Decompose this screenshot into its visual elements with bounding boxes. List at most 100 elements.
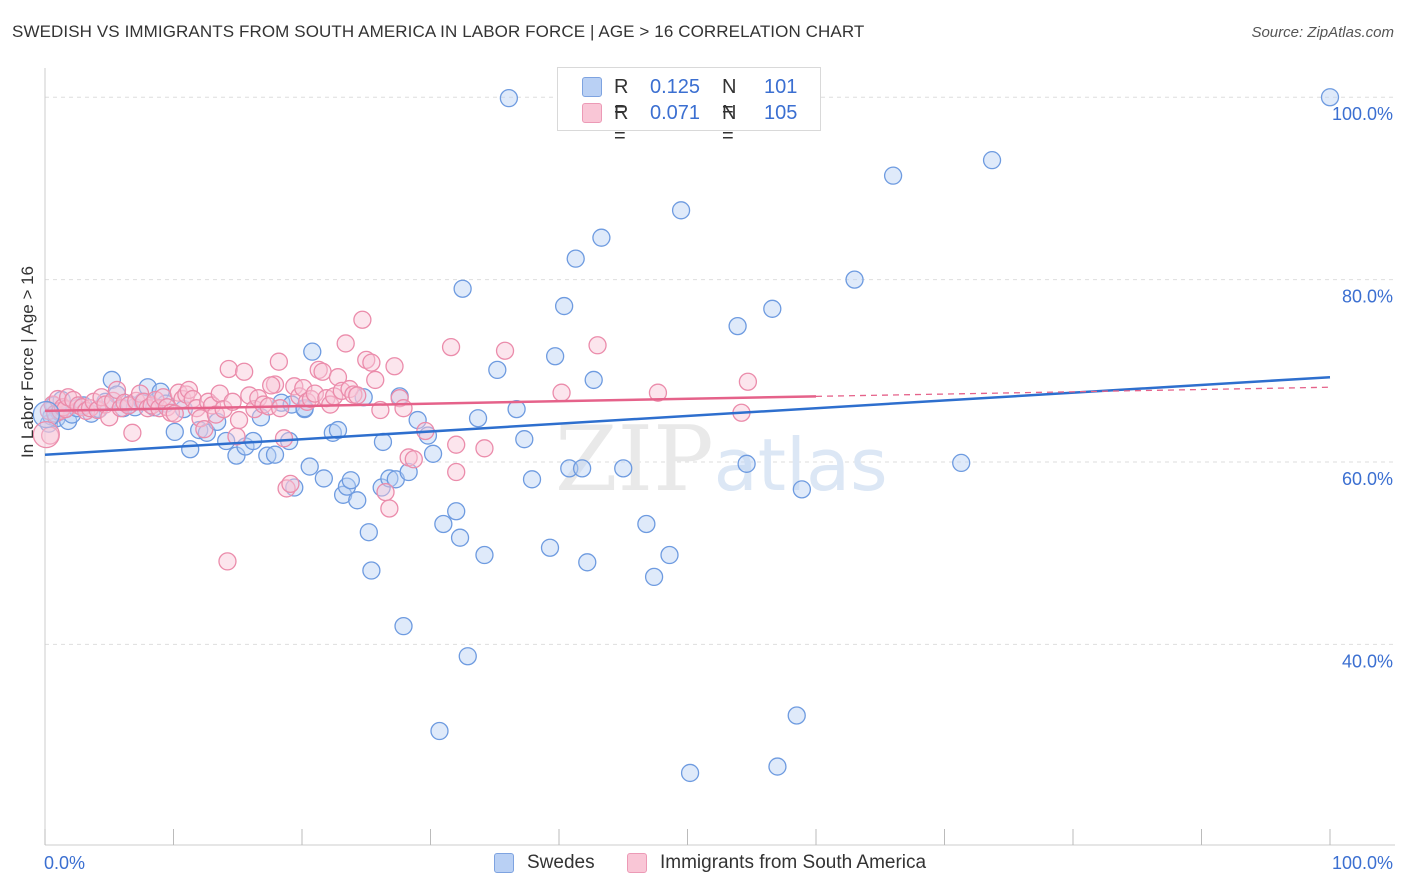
immigrants-point [271,399,290,418]
source-label: Source: ZipAtlas.com [1251,24,1394,41]
swedes-point [458,647,477,666]
swedes-point [763,299,782,318]
swedes-point [394,616,413,636]
swedes-point [522,470,542,489]
swedes-point [181,440,200,459]
chart-title: SWEDISH VS IMMIGRANTS FROM SOUTH AMERICA… [12,22,865,41]
immigrants-point [441,337,461,357]
immigrants-point [348,386,367,405]
swedes-point [165,422,184,442]
immigrants-point [245,399,264,419]
swedes-point [300,457,319,476]
legend-label: Swedes [527,852,595,873]
swedes-point [348,491,367,510]
swedes-point [423,444,443,463]
swedes-point [359,523,378,542]
r-value: 0.125 [650,76,701,98]
immigrants-point [218,552,237,571]
immigrants-point [262,376,281,395]
n-label: N = [722,76,737,121]
immigrants-point [390,389,409,408]
swedes-point [314,469,333,488]
x-tick-label: 100.0% [1332,853,1393,873]
swedes-point [499,89,519,108]
swedes-point [265,445,285,464]
immigrants-point [738,372,758,391]
immigrants-swatch [582,103,602,123]
swedes-point [468,409,488,428]
y-tick-label: 100.0% [1332,104,1393,124]
swedes-swatch [582,77,602,97]
immigrants-point [305,384,325,403]
r-label: R = [614,102,629,147]
immigrants-point [357,350,376,370]
immigrants-point [195,420,214,439]
swedes-point [560,459,579,478]
swedes-point [845,270,864,289]
watermark: ZIPatlas [555,407,888,512]
swedes-point [883,166,903,185]
immigrants-point [447,435,466,454]
immigrants-point [648,383,668,402]
immigrants-point [475,439,494,458]
immigrants-point [274,429,294,448]
immigrants-point [32,420,60,449]
swedes-point [554,296,574,316]
n-value: 105 [764,102,798,124]
immigrants-point [219,359,238,379]
swedes-point [450,528,470,547]
immigrants-point [123,423,142,442]
swedes-point [328,420,348,440]
swedes-point [660,545,679,565]
swedes-point [1320,88,1340,107]
x-tick-label: 0.0% [44,853,85,873]
y-tick-label: 40.0% [1342,651,1393,671]
r-label: R = [614,76,629,121]
swedes-point [572,459,592,478]
y-tick-label: 60.0% [1342,469,1393,489]
immigrants-point [394,399,413,418]
immigrants-point [285,377,304,396]
swedes-legend-swatch [494,853,514,873]
immigrants-point [229,410,249,430]
stats-legend: R = 0.125 N = 101 R = 0.071 N = 105 [557,67,821,147]
swedes-point [341,471,360,490]
swedes-point [671,201,691,220]
immigrants-trend-extension [815,386,1331,397]
swedes-point [258,446,277,465]
swedes-point [566,249,585,268]
swedes-point [540,538,560,557]
swedes-point [644,567,664,587]
swedes-point [32,400,60,429]
y-axis-label: In Labor Force | Age > 16 [18,265,37,458]
swedes-point [584,370,603,390]
swedes-trend-line [44,375,1331,456]
swedes-point [447,502,466,521]
swedes-point [545,347,565,366]
immigrants-trend-line [44,395,817,413]
swedes-point [792,480,812,499]
swedes-point [982,151,1002,170]
swedes-point [680,763,700,783]
immigrants-point [362,353,381,372]
swedes-point [507,399,526,419]
immigrants-point [353,310,372,329]
immigrants-point [269,352,289,371]
immigrants-point [495,341,515,360]
immigrants-point [447,462,466,482]
immigrants-legend-swatch [627,853,647,873]
swedes-point [362,561,381,580]
swedes-point [303,342,322,361]
immigrants-point [235,362,254,381]
immigrants-point [179,380,199,400]
immigrants-point [380,499,399,518]
immigrants-point [313,362,332,381]
r-value: 0.071 [650,102,701,124]
swedes-point [488,360,507,380]
swedes-point [614,459,633,478]
swedes-point [637,514,656,534]
immigrants-point [336,334,355,353]
swedes-point [373,432,393,452]
swedes-point [592,228,611,247]
